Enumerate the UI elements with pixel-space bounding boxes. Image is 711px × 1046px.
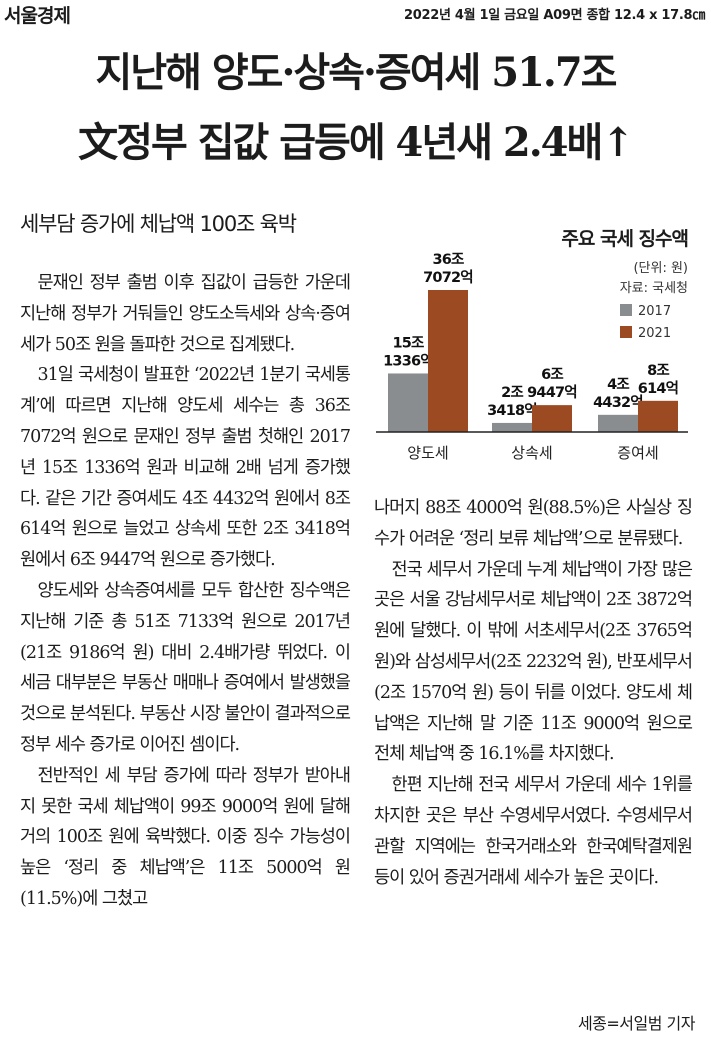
tax-chart: 주요 국세 징수액 (단위: 원) 자료: 국세청 2017 2021 15조 13… [370, 212, 700, 482]
bar-value-label: 614억 [638, 379, 678, 397]
chart-legend: 2017 2021 [620, 304, 671, 341]
headline-line-2: 文정부 집값 급등에 4년새 2.4배↑ [78, 119, 635, 166]
chart-categories: 양도세 상속세 증여세 [407, 444, 658, 462]
paragraph: 양도세와 상속증여세를 모두 합산한 징수액은 지난해 기준 총 51조 713… [20, 580, 351, 755]
category-label: 상속세 [511, 444, 552, 462]
paragraph: 나머지 88조 4000억 원(88.5%)은 사실상 징수가 어려운 ‘정리 … [374, 498, 693, 549]
bar-value-label: 9447억 [527, 383, 577, 401]
chart-svg: 주요 국세 징수액 (단위: 원) 자료: 국세청 2017 2021 15조13… [376, 228, 689, 462]
paragraph: 한편 지난해 전국 세무서 가운데 세수 1위를 차지한 곳은 부산 수영세무서… [374, 775, 693, 888]
legend-label: 2021 [638, 326, 671, 341]
paragraph: 전국 세무서 가운데 누계 체납액이 가장 많은 곳은 서울 강남세무서로 체납… [374, 559, 693, 765]
bar-2017-양도세 [388, 373, 428, 432]
body-column-right: 나머지 88조 4000억 원(88.5%)은 사실상 징수가 어려운 ‘정리 … [374, 493, 693, 893]
chart-title: 주요 국세 징수액 [561, 228, 688, 250]
newspaper-name: 서울경제 [4, 5, 71, 27]
bar-value-label: 36조 [432, 252, 464, 268]
bar-value-label: 4432억 [593, 393, 643, 411]
bar-value-label: 8조 [647, 363, 669, 379]
paragraph: 문재인 정부 출범 이후 집값이 급등한 가운데 지난해 정부가 거둬들인 양도… [20, 273, 351, 355]
paragraph: 31일 국세청이 발표한 ‘2022년 1분기 국세통계’에 따르면 지난해 양… [20, 365, 351, 571]
publication-info: 2022년 4월 1일 금요일 A09면 종합 12.4 x 17.8㎝ [403, 8, 705, 23]
bar-value-label: 4조 [607, 377, 629, 393]
bar-2017-상속세 [492, 422, 532, 432]
headline-line-1: 지난해 양도·상속·증여세 51.7조 [95, 49, 618, 96]
bar-value-label: 6조 [541, 367, 563, 383]
bar-value-label: 2조 [501, 385, 523, 401]
paragraph: 전반적인 세 부담 증가에 따라 정부가 받아내지 못한 국세 체납액이 99조… [20, 765, 351, 909]
bar-value-label: 15조 [392, 335, 424, 351]
bar-value-label: 3418억 [487, 401, 537, 419]
bar-2021-증여세 [638, 400, 678, 432]
body-column-left: 문재인 정부 출범 이후 집값이 급등한 가운데 지난해 정부가 거둬들인 양도… [20, 268, 351, 915]
bar-2017-증여세 [598, 414, 638, 432]
chart-unit: (단위: 원) [633, 261, 688, 276]
category-label: 양도세 [407, 444, 448, 462]
page-header: 서울경제 2022년 4월 1일 금요일 A09면 종합 12.4 x 17.8… [0, 0, 711, 30]
legend-swatch [620, 304, 632, 316]
legend-label: 2017 [638, 304, 671, 319]
bar-value-label: 1336억 [383, 351, 433, 369]
chart-source: 자료: 국세청 [620, 281, 688, 296]
byline: 세종=서일범 기자 [577, 1014, 696, 1033]
category-label: 증여세 [617, 444, 658, 462]
bar-2021-양도세 [428, 290, 468, 432]
subheadline: 세부담 증가에 체납액 100조 육박 [20, 212, 297, 236]
bar-value-label: 7072억 [423, 268, 473, 286]
bar-2021-상속세 [532, 405, 572, 432]
legend-swatch [620, 326, 632, 338]
